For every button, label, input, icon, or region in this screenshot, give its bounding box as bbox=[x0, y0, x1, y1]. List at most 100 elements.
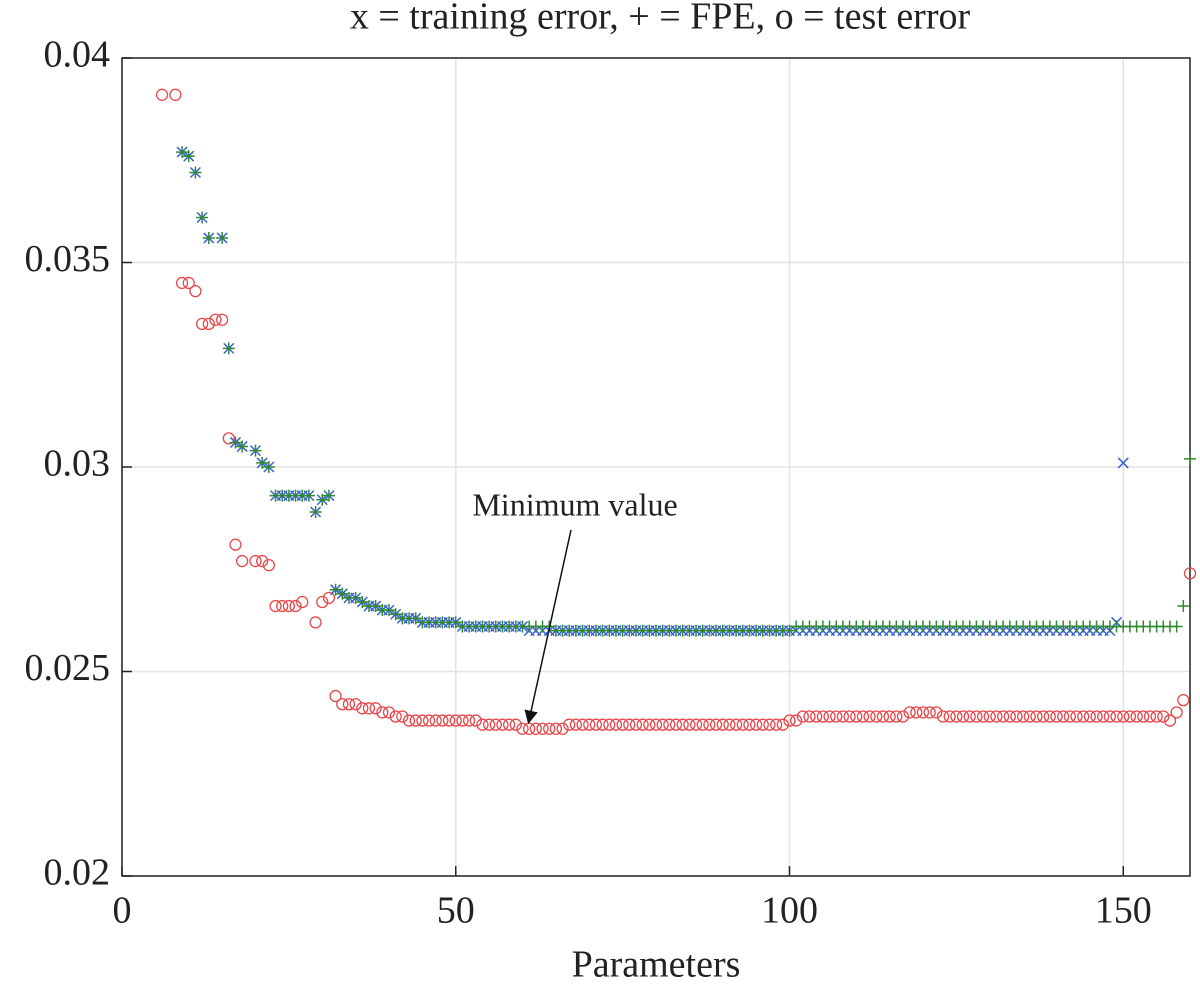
circle-marker bbox=[536, 722, 549, 735]
circle-marker bbox=[1003, 710, 1016, 723]
plus-marker bbox=[1170, 620, 1183, 633]
circle-marker bbox=[282, 599, 296, 613]
plus-marker bbox=[249, 444, 262, 457]
circle-marker bbox=[349, 698, 362, 711]
circle-marker bbox=[770, 718, 783, 731]
circle-marker bbox=[195, 317, 209, 331]
circle-marker bbox=[596, 718, 609, 731]
circle-marker bbox=[1143, 710, 1157, 723]
circle-marker bbox=[1057, 710, 1070, 723]
plus-marker bbox=[389, 608, 402, 621]
circle-marker bbox=[1077, 710, 1090, 723]
circle-marker bbox=[262, 559, 276, 572]
plus-marker bbox=[222, 342, 235, 355]
circle-marker bbox=[155, 88, 169, 101]
annotation: Minimum value bbox=[472, 486, 677, 522]
circle-marker bbox=[576, 718, 589, 731]
circle-marker bbox=[689, 718, 703, 731]
circle-marker bbox=[970, 710, 983, 723]
circle-marker bbox=[990, 710, 1003, 723]
plus-marker bbox=[256, 456, 269, 469]
circle-marker bbox=[729, 718, 743, 731]
circle-marker bbox=[489, 718, 502, 731]
circle-marker bbox=[235, 554, 249, 568]
circle-marker bbox=[930, 706, 943, 719]
circle-marker bbox=[436, 714, 449, 727]
circle-marker bbox=[936, 710, 950, 723]
circle-marker bbox=[1123, 710, 1137, 723]
circle-marker bbox=[1110, 710, 1123, 723]
circle-marker bbox=[903, 706, 916, 719]
circle-marker bbox=[556, 722, 569, 735]
circle-marker bbox=[342, 698, 356, 711]
plus-marker bbox=[176, 146, 189, 159]
plus-marker bbox=[409, 612, 422, 625]
circle-marker bbox=[356, 702, 369, 715]
circle-marker bbox=[956, 710, 970, 723]
circle-marker bbox=[316, 595, 329, 609]
circle-marker bbox=[442, 714, 456, 727]
circle-marker bbox=[669, 718, 683, 731]
plus-marker bbox=[336, 587, 349, 600]
circle-marker bbox=[376, 706, 389, 719]
circle-marker bbox=[896, 710, 910, 723]
plus-marker bbox=[236, 440, 249, 453]
circle-marker bbox=[1157, 710, 1170, 723]
chart-title: x = training error, + = FPE, o = test er… bbox=[350, 0, 971, 38]
x-marker bbox=[1117, 457, 1129, 469]
circle-marker bbox=[1097, 710, 1110, 723]
circle-marker bbox=[429, 714, 442, 727]
circle-marker bbox=[322, 591, 336, 605]
circle-marker bbox=[656, 718, 669, 731]
circle-marker bbox=[583, 718, 596, 731]
plus-marker bbox=[1177, 600, 1190, 613]
x-tick-label: 100 bbox=[761, 890, 818, 932]
circle-marker bbox=[563, 718, 576, 731]
circle-marker bbox=[723, 718, 736, 731]
circle-marker bbox=[843, 710, 856, 723]
circle-marker bbox=[863, 710, 876, 723]
circle-marker bbox=[329, 689, 342, 703]
circle-marker bbox=[609, 718, 623, 731]
circle-marker bbox=[289, 599, 302, 613]
plus-marker bbox=[369, 600, 382, 613]
plus-marker bbox=[202, 231, 215, 244]
circle-marker bbox=[496, 718, 509, 731]
circle-marker bbox=[182, 276, 195, 290]
circle-marker bbox=[883, 710, 896, 723]
circle-marker bbox=[950, 710, 963, 723]
circle-marker bbox=[1063, 710, 1076, 723]
circle-marker bbox=[676, 718, 689, 731]
circle-marker bbox=[269, 599, 282, 613]
plus-marker bbox=[196, 211, 209, 224]
circle-marker bbox=[1037, 710, 1050, 723]
x-axis-label: Parameters bbox=[572, 944, 741, 986]
y-tick-label: 0.03 bbox=[44, 443, 111, 485]
circle-marker bbox=[616, 718, 629, 731]
circle-marker bbox=[756, 718, 769, 731]
circle-marker bbox=[830, 710, 843, 723]
circle-marker bbox=[1117, 710, 1130, 723]
circle-marker bbox=[1177, 693, 1190, 707]
plot-frame bbox=[121, 57, 1191, 877]
circle-marker bbox=[643, 718, 656, 731]
circle-marker bbox=[276, 599, 289, 613]
circle-marker bbox=[870, 710, 883, 723]
plus-marker bbox=[302, 489, 315, 502]
circle-marker bbox=[369, 702, 382, 715]
circle-marker bbox=[389, 710, 402, 723]
circle-marker bbox=[523, 722, 536, 735]
circle-marker bbox=[549, 722, 563, 735]
circle-marker bbox=[649, 718, 663, 731]
annotation-arrow bbox=[524, 529, 572, 725]
plus-marker bbox=[262, 461, 275, 473]
circle-marker bbox=[696, 718, 709, 731]
plus-marker bbox=[322, 489, 335, 502]
circle-marker bbox=[202, 317, 215, 331]
circle-marker bbox=[402, 714, 416, 727]
circle-marker bbox=[422, 714, 436, 727]
circle-marker bbox=[810, 710, 823, 723]
circle-marker bbox=[1023, 710, 1036, 723]
plus-marker bbox=[356, 595, 369, 608]
